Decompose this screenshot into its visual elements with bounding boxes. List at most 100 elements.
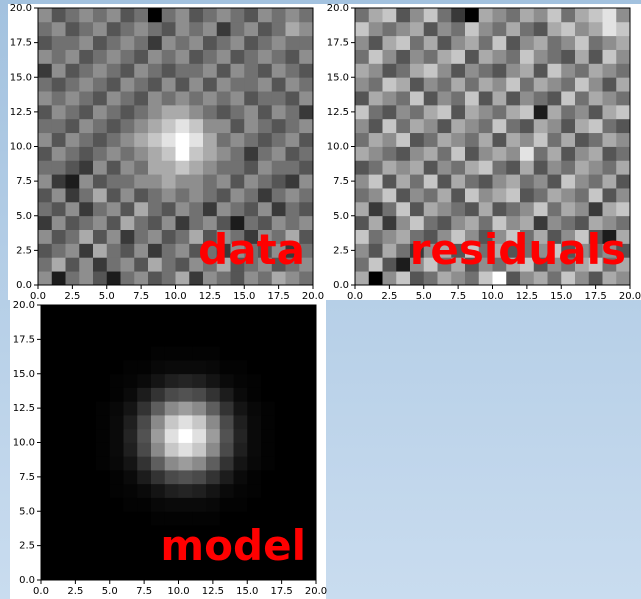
heatmap-cell: [465, 91, 479, 105]
heatmap-cell: [165, 443, 179, 457]
panel-annotation: residuals: [410, 225, 626, 274]
heatmap-cell: [424, 160, 438, 174]
heatmap-cell: [299, 119, 313, 133]
heatmap-cell: [244, 105, 258, 119]
heatmap-cell: [192, 456, 206, 470]
heatmap-cell: [52, 133, 66, 147]
heatmap-cell: [355, 257, 369, 271]
heatmap-cell: [272, 91, 286, 105]
heatmap-cell: [179, 319, 193, 333]
heatmap-cell: [121, 230, 135, 244]
heatmap-cell: [289, 443, 303, 457]
heatmap-cell: [383, 188, 397, 202]
heatmap-cell: [424, 63, 438, 77]
heatmap-cell: [107, 119, 121, 133]
heatmap-cell: [217, 147, 231, 161]
heatmap-cell: [451, 8, 465, 22]
heatmap-cell: [575, 63, 589, 77]
heatmap-cell: [438, 188, 452, 202]
heatmap-cell: [534, 105, 548, 119]
heatmap-cell: [137, 360, 151, 374]
heatmap-cell: [355, 174, 369, 188]
heatmap-cell: [383, 77, 397, 91]
heatmap-cell: [176, 22, 190, 36]
heatmap-cell: [69, 388, 83, 402]
heatmap-cell: [121, 50, 135, 64]
x-tick-label: 10.0: [481, 291, 503, 302]
heatmap-cell: [121, 174, 135, 188]
heatmap-cell: [616, 147, 630, 161]
heatmap-cell: [110, 525, 124, 539]
heatmap-cell: [369, 202, 383, 216]
heatmap-cell: [261, 319, 275, 333]
heatmap-cell: [137, 498, 151, 512]
heatmap-cell: [134, 160, 148, 174]
heatmap-cell: [244, 8, 258, 22]
heatmap-cell: [424, 36, 438, 50]
heatmap-cell: [506, 77, 520, 91]
heatmap-cell: [69, 456, 83, 470]
heatmap-cell: [506, 50, 520, 64]
heatmap-cell: [134, 174, 148, 188]
heatmap-cell: [41, 374, 55, 388]
heatmap-cell: [96, 333, 110, 347]
heatmap-cell: [520, 202, 534, 216]
y-tick-label: 2.5: [16, 245, 32, 256]
heatmap-cell: [162, 50, 176, 64]
y-tick-label: 17.5: [327, 38, 349, 49]
heatmap-cell: [231, 77, 245, 91]
heatmap-cell: [148, 243, 162, 257]
heatmap-cell: [55, 346, 69, 360]
heatmap-cell: [189, 63, 203, 77]
heatmap-cell: [355, 36, 369, 50]
x-tick-label: 15.0: [233, 291, 255, 302]
heatmap-cell: [220, 470, 234, 484]
heatmap-cell: [286, 202, 300, 216]
heatmap-cell: [520, 119, 534, 133]
heatmap-cell: [203, 133, 217, 147]
heatmap-cell: [451, 188, 465, 202]
heatmap-cell: [299, 188, 313, 202]
heatmap-cell: [134, 22, 148, 36]
heatmap-cell: [176, 8, 190, 22]
heatmap-cell: [96, 525, 110, 539]
heatmap-cell: [369, 188, 383, 202]
heatmap-cell: [561, 174, 575, 188]
heatmap-cell: [275, 429, 289, 443]
heatmap-cell: [575, 8, 589, 22]
heatmap-cell: [534, 63, 548, 77]
heatmap-cell: [258, 22, 272, 36]
heatmap-cell: [289, 374, 303, 388]
y-tick-label: 15.0: [10, 72, 32, 83]
heatmap-cell: [302, 401, 316, 415]
heatmap-cell: [148, 160, 162, 174]
heatmap-cell: [148, 216, 162, 230]
heatmap-cell: [603, 36, 617, 50]
heatmap-cell: [121, 8, 135, 22]
heatmap-cell: [66, 50, 80, 64]
heatmap-cell: [93, 174, 107, 188]
heatmap-cell: [438, 133, 452, 147]
heatmap-cell: [38, 36, 52, 50]
heatmap-cell: [82, 429, 96, 443]
heatmap-cell: [165, 470, 179, 484]
heatmap-cell: [176, 202, 190, 216]
heatmap-cell: [589, 119, 603, 133]
heatmap-cell: [493, 119, 507, 133]
heatmap-cell: [189, 50, 203, 64]
heatmap-cell: [148, 174, 162, 188]
heatmap-cell: [162, 160, 176, 174]
x-tick-label: 20.0: [302, 291, 324, 302]
heatmap-cell: [176, 216, 190, 230]
heatmap-cell: [110, 456, 124, 470]
heatmap-cell: [520, 22, 534, 36]
heatmap-cell: [96, 305, 110, 319]
heatmap-cell: [299, 50, 313, 64]
heatmap-cell: [369, 91, 383, 105]
heatmap-cell: [286, 91, 300, 105]
heatmap-cell: [234, 470, 248, 484]
heatmap-cell: [493, 91, 507, 105]
y-tick-label: 10.0: [10, 142, 32, 153]
heatmap-cell: [410, 119, 424, 133]
heatmap-cell: [189, 36, 203, 50]
